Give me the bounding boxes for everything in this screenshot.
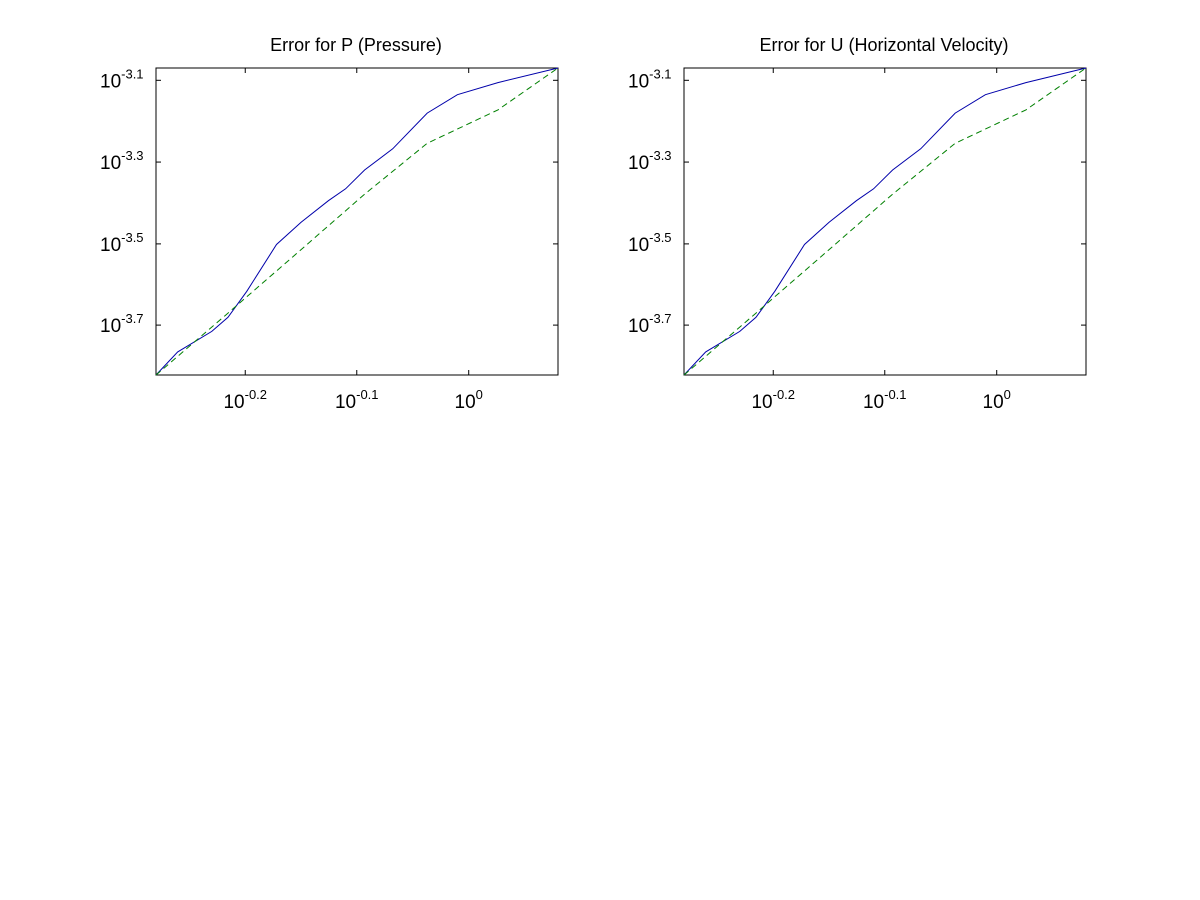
tick-labels: 10-0.2 10-0.1 100 10-3.1 10-3.3 10-3.5 10-3.7 — [628, 66, 1011, 413]
y-tick-label: 10-3.1 — [628, 66, 672, 92]
subplot-horizontal-velocity: Error for U (Horizontal Velocity) 10-0.2… — [628, 35, 1087, 413]
y-tick-label: 10-3.7 — [628, 311, 672, 337]
plot-area — [683, 67, 1087, 376]
y-tick-label: 10-3.7 — [100, 311, 144, 337]
x-tick-label: 10-0.2 — [751, 387, 795, 413]
chart-title: Error for U (Horizontal Velocity) — [759, 35, 1008, 55]
subplot-pressure: Error for P (Pressure) 10-0.2 10-0.1 10010… — [100, 35, 559, 413]
series-line-solid — [683, 67, 1087, 376]
series-line-dashed — [155, 67, 559, 376]
tick-marks — [684, 68, 1086, 375]
x-tick-label: 10-0.1 — [863, 387, 907, 413]
y-tick-label: 10-3.5 — [628, 230, 672, 256]
x-tick-label: 10-0.2 — [223, 387, 267, 413]
y-tick-label: 10-3.3 — [100, 148, 144, 174]
series-layer — [683, 67, 1087, 376]
series-line-solid — [155, 67, 559, 376]
tick-labels: 10-0.2 10-0.1 100 10-3.1 10-3.3 10-3.5 10-3.7 — [100, 66, 483, 413]
tick-marks — [156, 68, 558, 375]
y-tick-label: 10-3.3 — [628, 148, 672, 174]
x-tick-label: 100 — [983, 387, 1011, 413]
x-tick-label: 10-0.1 — [335, 387, 379, 413]
plot-area — [155, 67, 559, 376]
chart-title: Error for P (Pressure) — [270, 35, 442, 55]
x-tick-label: 100 — [455, 387, 483, 413]
series-line-dashed — [683, 67, 1087, 376]
y-tick-label: 10-3.5 — [100, 230, 144, 256]
series-layer — [155, 67, 559, 376]
y-tick-label: 10-3.1 — [100, 66, 144, 92]
